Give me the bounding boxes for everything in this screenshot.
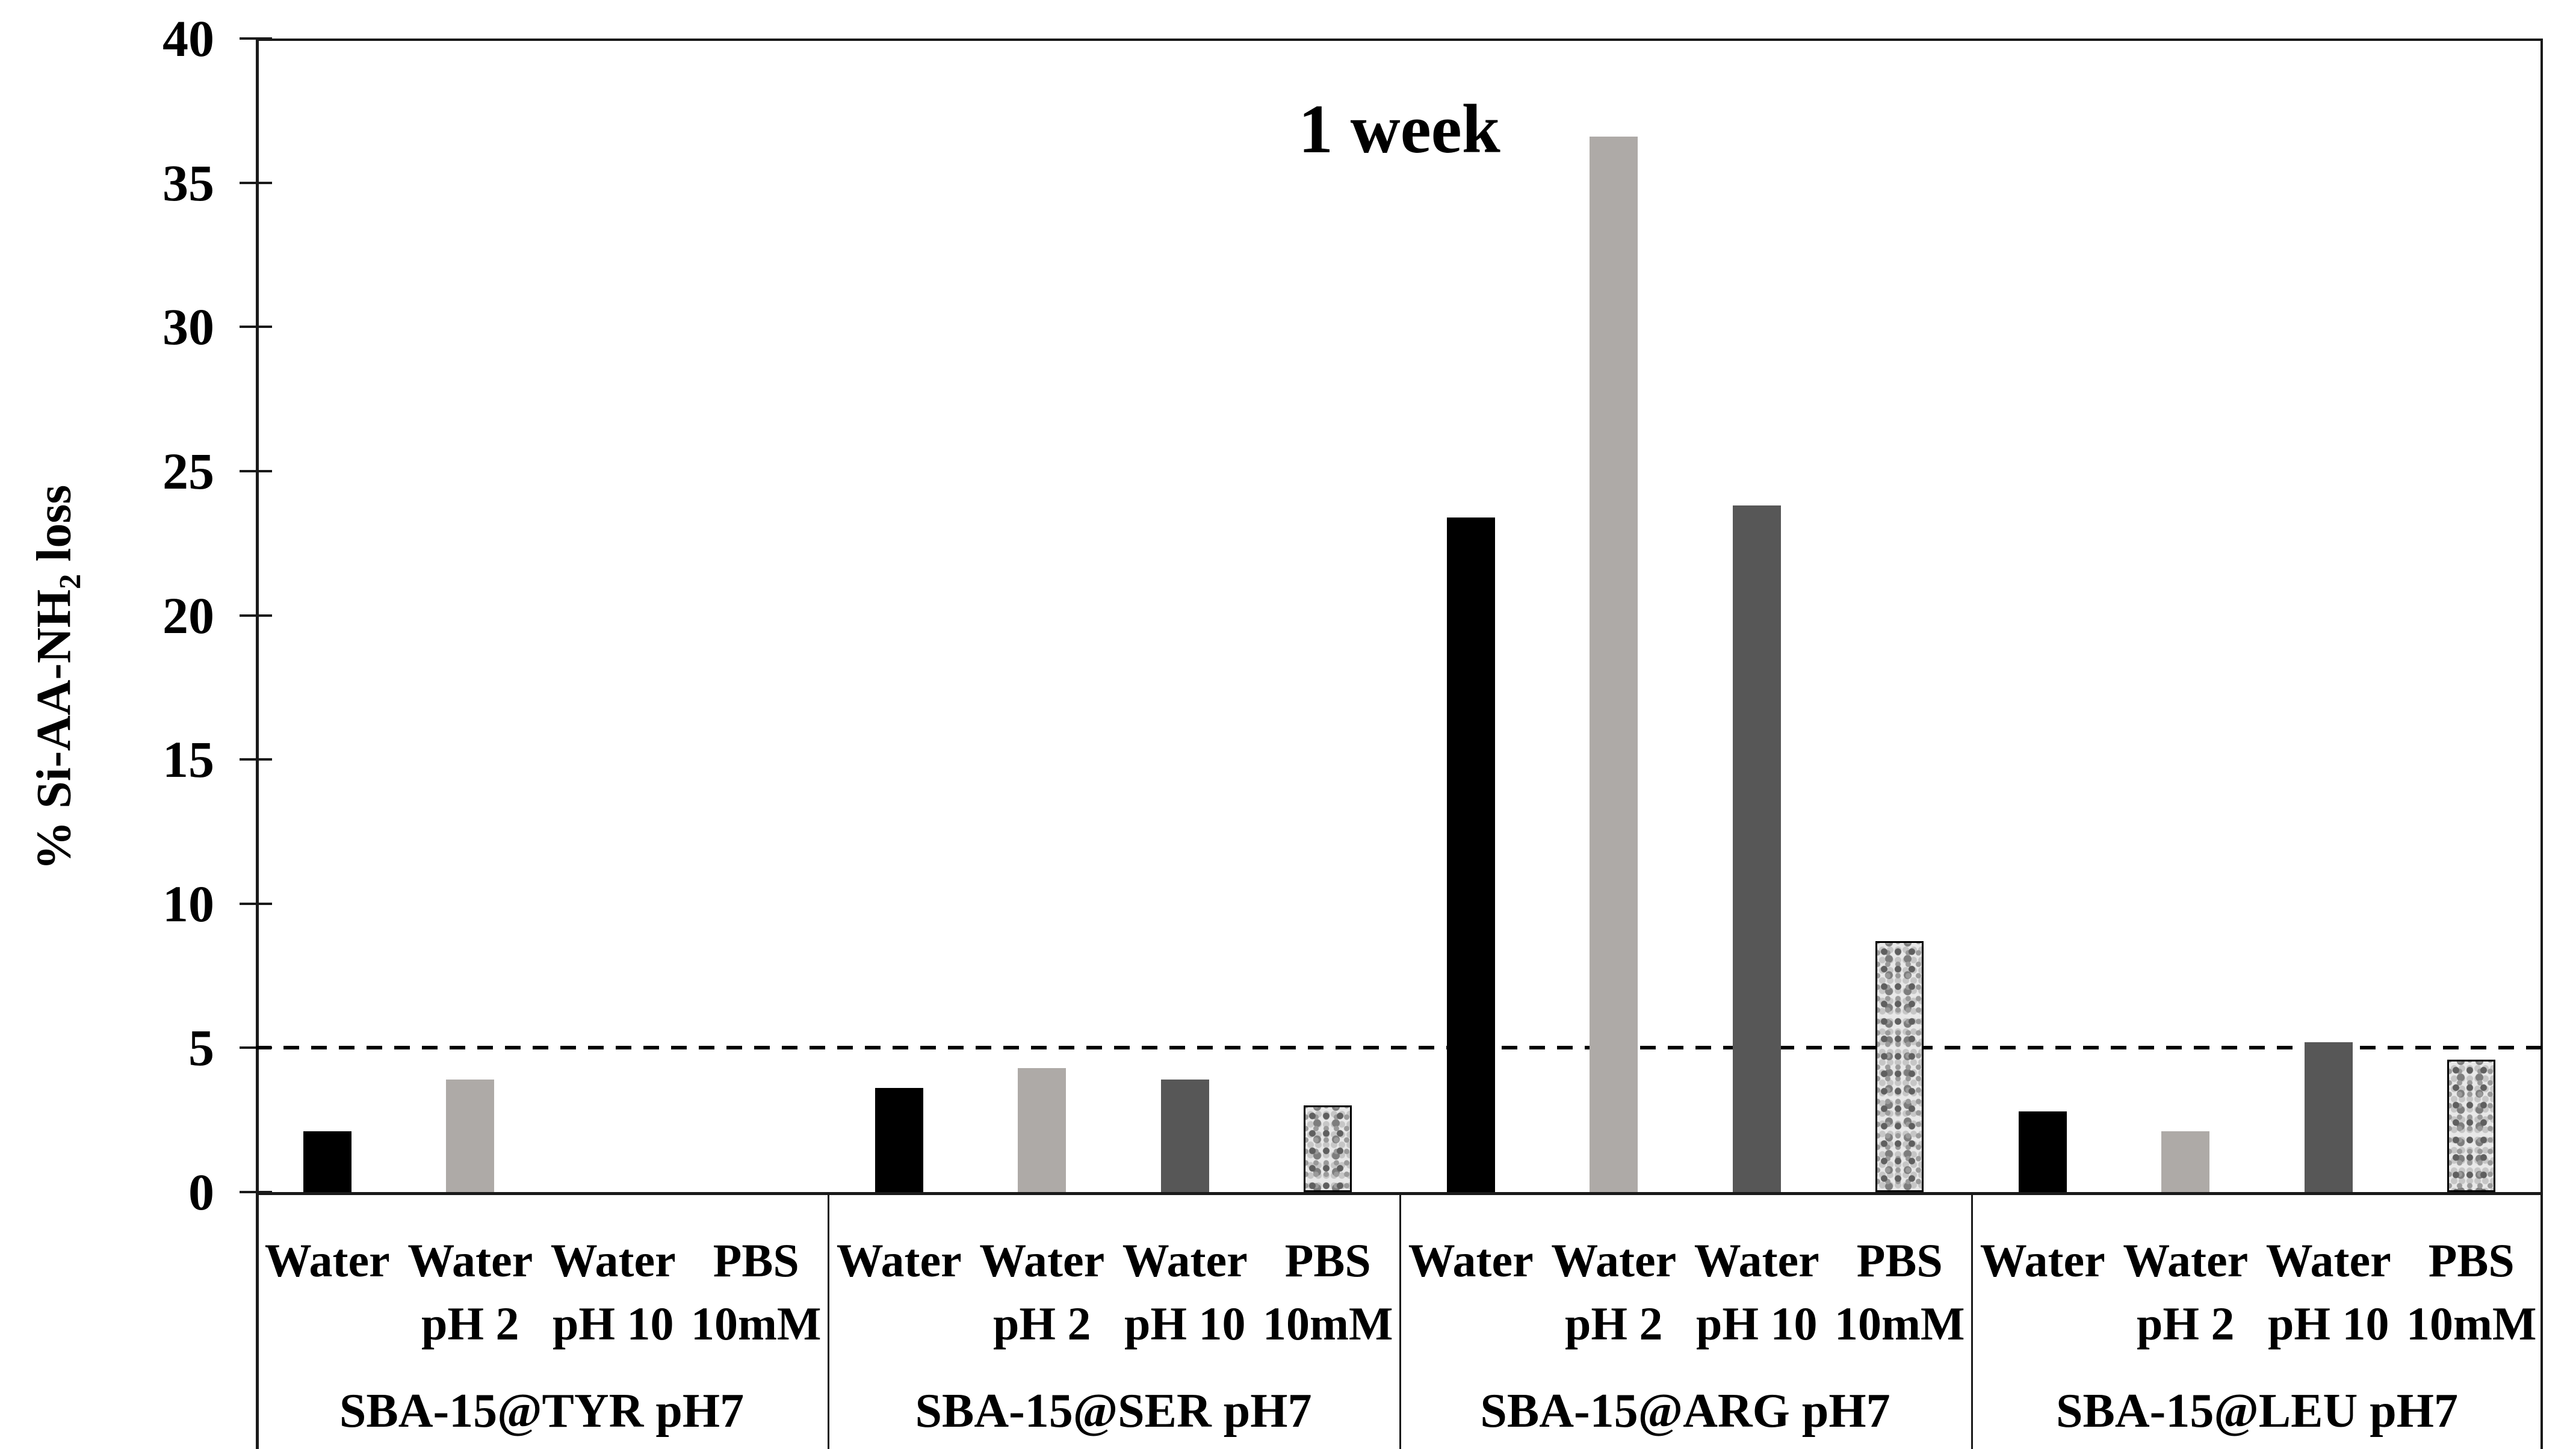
y-tick-label: 15 [163,731,214,789]
x-label-line2: 10mM [1262,1297,1393,1350]
bar-4-2 [2161,1131,2210,1192]
x-label-line1: Water [836,1234,962,1287]
x-label-line1: Water [1694,1234,1819,1287]
bar-4-4 [2447,1060,2496,1192]
bar-1-2 [446,1080,495,1192]
y-axis-title: % Si-AA-NH2 loss [25,485,87,870]
x-label-line2: 10mM [2406,1297,2537,1350]
y-tick-label: 20 [163,586,214,644]
y-tick [240,37,272,40]
y-tick-label: 40 [163,10,214,67]
x-label-line1: Water [1551,1234,1677,1287]
bar-2-1 [875,1088,923,1192]
y-tick-label: 35 [163,153,214,212]
x-label-line1: Water [1122,1234,1248,1287]
bar-2-2 [1018,1068,1067,1192]
x-label-line1: PBS [713,1234,799,1287]
x-label-line2: pH 10 [1124,1297,1246,1350]
x-label-line2: pH 10 [552,1297,674,1350]
y-tick-label: 10 [163,874,214,933]
x-label-line2: pH 10 [2267,1297,2389,1350]
chart-title: 1 week [1298,91,1500,167]
x-label-line1: PBS [2428,1234,2515,1287]
y-tick [240,1191,272,1193]
x-label-line1: PBS [1284,1234,1371,1287]
x-label-line1: Water [1408,1234,1534,1287]
group-separator [828,1192,829,1449]
bar-3-3 [1732,505,1781,1192]
x-label-line1: Water [2265,1234,2391,1287]
bar-3-1 [1446,518,1495,1192]
x-label-line1: PBS [1856,1234,1943,1287]
group-separator [1971,1192,1973,1449]
x-label-line2: 10mM [1834,1297,1965,1350]
bar-4-1 [2018,1111,2067,1192]
y-tick-label: 25 [163,442,214,500]
y-tick [240,326,272,329]
y-tick [240,614,272,617]
bar-2-3 [1160,1080,1209,1192]
y-tick-label: 0 [188,1163,214,1221]
group-label: SBA-15@SER pH7 [915,1385,1312,1438]
y-tick-label: 30 [163,298,214,356]
y-tick [240,902,272,905]
x-label-line2: 10mM [690,1297,822,1350]
x-label-line2: pH 10 [1695,1297,1818,1350]
bar-4-3 [2304,1042,2353,1192]
x-label-line2: pH 2 [1564,1297,1663,1350]
x-label-line1: Water [979,1234,1105,1287]
x-label-line2: pH 2 [2136,1297,2235,1350]
y-tick [240,758,272,761]
x-label-line2: pH 2 [421,1297,519,1350]
x-label-line1: Water [2123,1234,2249,1287]
x-label-line1: Water [1980,1234,2105,1287]
x-label-line1: Water [264,1234,390,1287]
y-tick-label: 5 [188,1019,214,1077]
group-label: SBA-15@ARG pH7 [1480,1385,1890,1438]
plot-area [256,39,2543,1192]
x-label-line1: Water [550,1234,676,1287]
x-label-line1: Water [407,1234,533,1287]
bar-3-4 [1875,941,1924,1192]
bar-3-2 [1590,137,1638,1192]
reference-line [256,1046,2543,1050]
bar-1-1 [303,1131,351,1192]
group-separator [1399,1192,1401,1449]
group-label: SBA-15@LEU pH7 [2056,1385,2458,1438]
y-tick [240,469,272,472]
group-label: SBA-15@TYR pH7 [339,1385,745,1438]
bar-2-4 [1304,1105,1352,1192]
x-label-line2: pH 2 [992,1297,1091,1350]
y-tick [240,181,272,184]
